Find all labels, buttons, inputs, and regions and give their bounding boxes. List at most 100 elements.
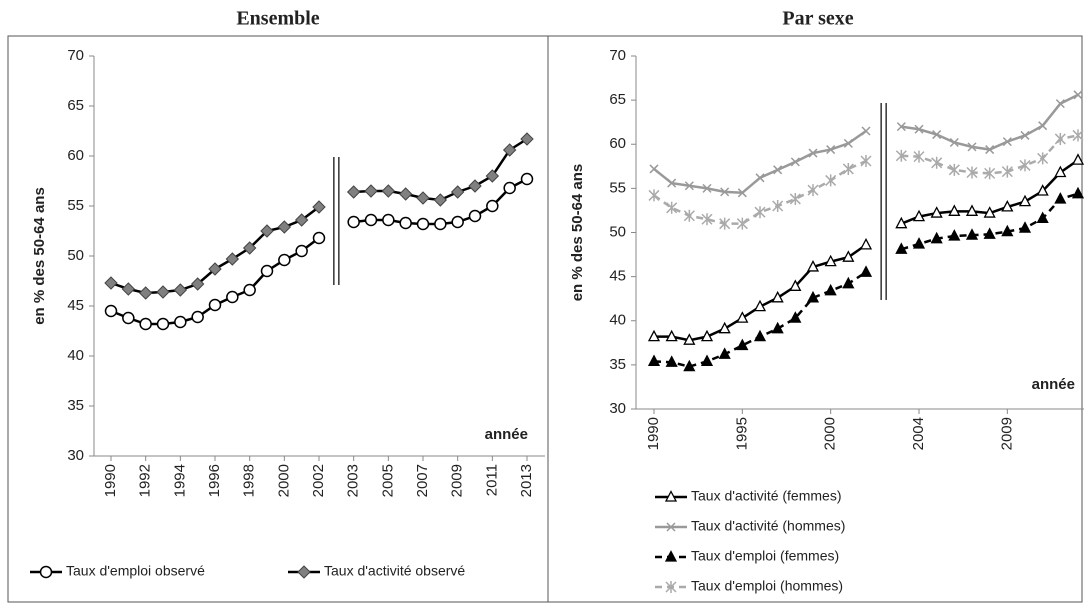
y-tick-label: 40 [609,312,626,329]
marker [965,228,979,240]
marker [825,174,837,187]
marker [700,354,714,366]
marker [1001,200,1014,212]
marker [966,166,978,179]
legend-item: Taux d'activité (femmes) [655,488,842,504]
marker [912,237,926,249]
marker [665,355,678,367]
marker [755,173,765,183]
marker [771,321,784,334]
marker [1054,132,1066,145]
marker [1038,121,1048,131]
marker [736,311,749,323]
panel-frame [7,35,549,603]
marker [700,329,714,342]
marker [122,311,135,325]
marker [949,137,959,148]
marker [948,229,961,241]
marker [842,162,854,175]
marker [1001,165,1013,178]
marker [434,217,447,231]
marker [1036,184,1049,196]
y-tick-label: 50 [67,247,84,264]
series-line [110,137,528,295]
series-line [654,159,1079,342]
marker [312,200,326,214]
marker [702,183,712,193]
marker [859,265,873,277]
x-tick-label: 1995 [733,417,750,450]
x-tick-label: 2009 [449,464,466,497]
x-tick-label: 1992 [137,464,154,497]
y-tick-label: 65 [609,91,626,108]
marker [225,252,240,266]
y-tick-label: 30 [609,400,626,417]
marker [718,321,731,334]
marker [737,188,747,198]
marker [736,217,748,230]
x-tick-label: 1998 [241,464,258,497]
marker [649,164,659,174]
legend-item: Taux d'emploi observé [30,563,205,579]
panel-frame [547,35,1083,603]
marker [382,213,395,227]
marker [1071,186,1085,199]
marker [398,187,413,201]
y-tick-label: 60 [609,135,626,152]
marker [948,163,960,176]
legend-marker [666,522,676,532]
series-line [653,93,1079,195]
marker [826,145,836,155]
marker [520,172,534,186]
marker [399,216,412,230]
marker [684,181,694,191]
marker [701,213,713,226]
legend-label: Taux d'emploi observé [66,563,205,579]
marker [843,138,853,148]
marker [1018,194,1032,207]
marker [1071,153,1085,165]
marker [104,276,118,290]
marker [648,189,660,202]
legend-item: Taux d'emploi (femmes) [655,548,839,564]
marker [1036,211,1049,224]
x-tick-label: 2003 [345,464,362,497]
marker [485,169,500,183]
marker [416,217,430,231]
marker [718,347,731,359]
y-tick-label: 35 [67,397,84,414]
marker [156,285,170,299]
marker [647,329,661,342]
marker [1002,137,1012,147]
marker [807,184,819,197]
legend-item: Taux d'emploi (hommes) [655,578,843,594]
marker [174,315,187,329]
marker [683,359,696,372]
legend-item: Taux d'activité observé [288,563,465,579]
marker [502,143,517,157]
marker [243,283,256,297]
legend-label: Taux d'activité observé [324,563,465,579]
marker [913,150,925,163]
marker [381,184,396,198]
marker [191,310,204,324]
x-tick-label: 1990 [645,417,662,450]
marker [824,254,837,267]
y-tick-label: 65 [67,97,84,114]
marker [503,181,516,195]
y-axis-label: en % des 50-64 ans [569,164,586,302]
y-tick-label: 55 [67,197,84,214]
marker [719,217,731,230]
y-tick-label: 45 [67,297,84,314]
marker [1055,99,1065,109]
legend-label: Taux d'emploi (femmes) [691,548,839,564]
y-tick-label: 60 [67,147,84,164]
x-tick-label: 1990 [102,464,119,497]
marker [190,277,205,291]
marker [451,215,464,229]
marker [965,204,979,216]
marker [895,216,908,229]
marker [1054,192,1067,204]
x-tick-label: 1994 [171,464,188,497]
x-tick-label: 2002 [310,464,327,497]
